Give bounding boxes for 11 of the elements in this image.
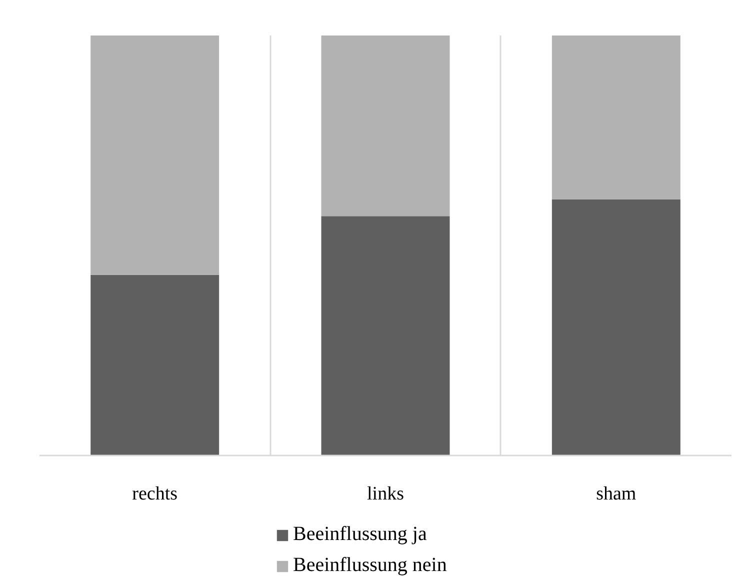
bar	[321, 36, 450, 216]
bar	[321, 216, 450, 456]
x-tick-label: rechts	[132, 484, 178, 504]
x-tick-label: sham	[596, 484, 636, 504]
legend-label: Beeinflussung ja	[293, 523, 427, 546]
bar	[90, 274, 220, 456]
bar	[552, 36, 680, 200]
bar	[90, 36, 220, 275]
x-tick-label: links	[367, 484, 404, 504]
legend-label: Beeinflussung nein	[293, 554, 447, 577]
bar	[552, 199, 680, 456]
